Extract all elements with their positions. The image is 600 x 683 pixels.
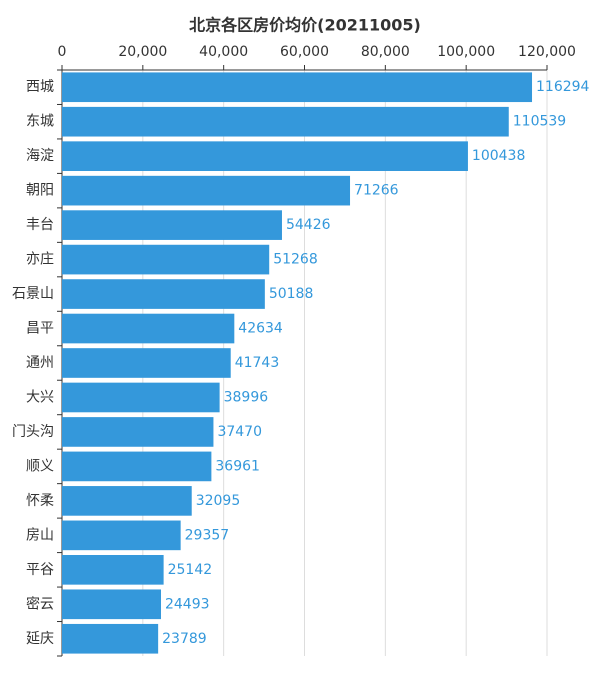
x-tick-label: 20,000 [118, 44, 167, 60]
value-label: 116294 [536, 79, 590, 95]
y-tick-label: 亦庄 [26, 251, 54, 268]
bar [62, 106, 509, 137]
value-label: 41743 [235, 355, 280, 371]
bar [62, 555, 164, 585]
value-label: 71266 [354, 183, 399, 199]
bar [62, 417, 214, 447]
bar [62, 382, 220, 413]
bar [62, 210, 282, 240]
value-label: 110539 [513, 114, 566, 130]
y-tick-label: 昌平 [26, 321, 54, 337]
y-tick-label: 平谷 [26, 562, 54, 578]
bar [62, 279, 265, 309]
y-tick-label: 密云 [26, 595, 54, 612]
x-tick-label: 80,000 [361, 44, 410, 60]
value-label: 29357 [185, 527, 230, 543]
bar [62, 141, 468, 171]
bar [62, 175, 351, 206]
value-label: 36961 [215, 458, 260, 474]
bar [62, 72, 533, 103]
bar [62, 520, 181, 551]
y-tick-label: 东城 [26, 114, 54, 130]
x-tick-label: 0 [58, 44, 67, 60]
value-label: 54426 [286, 217, 331, 233]
value-label: 42634 [238, 321, 283, 337]
y-tick-label: 门头沟 [12, 424, 54, 440]
y-tick-label: 大兴 [26, 389, 54, 405]
y-tick-label: 石景山 [12, 286, 54, 302]
value-label: 37470 [217, 424, 262, 440]
bar [62, 589, 161, 620]
x-tick-label: 40,000 [199, 44, 248, 60]
y-tick-label: 延庆 [26, 631, 54, 647]
chart-title: 北京各区房价均价(20211005) [189, 16, 421, 35]
y-tick-label: 房山 [26, 527, 54, 543]
value-label: 24493 [165, 596, 210, 612]
bar [62, 244, 270, 275]
bar [62, 313, 235, 344]
value-label: 51268 [273, 252, 318, 268]
x-tick-label: 60,000 [280, 44, 329, 60]
x-tick-label: 100,000 [437, 44, 495, 60]
value-label: 38996 [224, 389, 269, 405]
value-label: 23789 [162, 631, 207, 647]
y-tick-label: 通州 [26, 355, 54, 371]
bar [62, 348, 231, 378]
x-tick-label: 120,000 [518, 44, 576, 60]
bar [62, 486, 192, 516]
y-tick-label: 朝阳 [26, 183, 54, 199]
y-tick-label: 顺义 [26, 458, 54, 474]
y-tick-label: 海淀 [26, 148, 54, 164]
value-label: 100438 [472, 148, 525, 164]
value-label: 50188 [269, 286, 314, 302]
y-tick-label: 丰台 [26, 217, 54, 233]
value-label: 25142 [168, 562, 213, 578]
y-tick-label: 怀柔 [26, 493, 54, 509]
bar [62, 451, 212, 482]
value-label: 32095 [196, 493, 241, 509]
y-tick-label: 西城 [26, 79, 54, 95]
bar [62, 623, 159, 654]
